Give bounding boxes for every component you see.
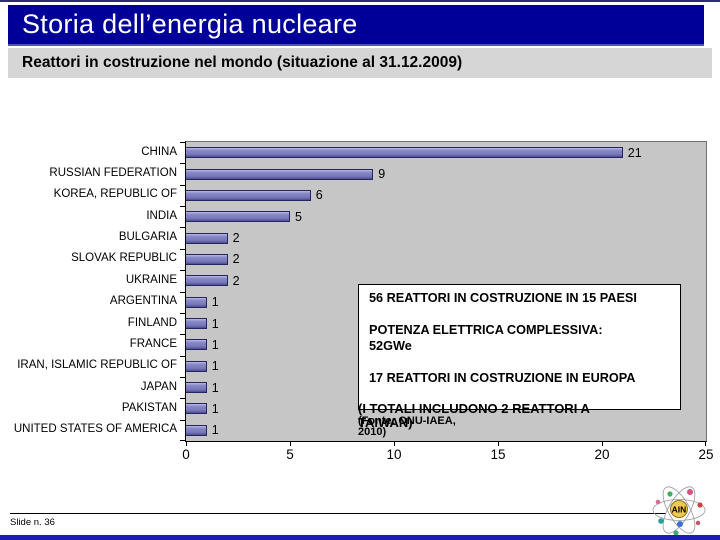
slide-title-bar: Storia dell’energia nucleare [8,5,704,46]
chart-category-labels: CHINA RUSSIAN FEDERATION KOREA, REPUBLIC O… [0,141,181,440]
slide-subtitle: Reattori in costruzione nel mondo (situa… [22,54,463,71]
y-axis-tick [180,355,185,357]
bar-value-label: 1 [211,337,219,352]
bar [186,275,228,287]
category-label: PAKISTAN [121,401,177,414]
category-label: UNITED STATES OF AMERICA [13,423,177,436]
category-label: KOREA, REPUBLIC OF [53,188,177,201]
summary-line [369,355,680,371]
y-axis-tick [180,291,185,293]
bottom-accent-bar [0,535,720,540]
logo-text: AIN [672,505,687,515]
footer-divider-line [10,513,666,514]
category-label: JAPAN [140,380,177,393]
y-axis-tick [180,227,185,229]
bar [186,211,290,223]
slide-title: Storia dell’energia nucleare [22,9,358,39]
bar-value-label: 2 [232,273,240,288]
bar-value-label: 1 [211,295,219,310]
summary-line: 56 REATTORI IN COSTRUZIONE IN 15 PAESI [369,291,637,305]
y-axis-tick [180,376,185,378]
bar [186,253,228,265]
summary-line: POTENZA ELETTRICA COMPLESSIVA: [369,323,603,337]
bar [186,147,623,159]
summary-line: 17 REATTORI IN COSTRUZIONE IN EUROPA [369,371,636,385]
bar [186,318,207,330]
bar [186,232,228,244]
bar [186,403,207,415]
bar-value-label: 9 [378,167,386,182]
y-axis-tick [180,334,185,336]
x-axis-tick [602,441,603,446]
summary-line: 52GWe [369,339,412,353]
bar-value-label: 1 [211,401,219,416]
x-axis-tick [290,441,291,446]
bar-value-label: 21 [627,145,642,160]
slide-subtitle-bar: Reattori in costruzione nel mondo (situa… [8,48,712,78]
y-axis-tick [180,398,185,400]
ain-atom-logo-icon: AIN [652,486,706,536]
slide-number: Slide n. 36 [10,517,55,528]
x-axis-tick [394,441,395,446]
y-axis-tick [180,440,185,441]
bar-value-label: 6 [315,188,323,203]
bar-value-label: 5 [295,209,302,224]
bar-value-label: 2 [232,252,240,267]
x-axis-tick-label: 25 [698,447,714,462]
source-note-text: (Fonte: ONU-IAEA, 2010) [358,415,456,438]
x-axis-tick-label: 20 [594,447,610,462]
x-axis-tick-label: 0 [182,447,190,462]
category-label: RUSSIAN FEDERATION [49,167,177,180]
bar-value-label: 1 [211,316,219,331]
x-axis-tick [705,441,706,446]
bar [186,296,207,308]
top-edge-line [0,0,720,2]
category-label: CHINA [141,145,177,158]
bar [186,424,207,436]
y-axis-tick [180,163,185,165]
summary-line [369,307,680,323]
category-label: IRAN, ISLAMIC REPUBLIC OF [17,359,177,372]
category-label: UKRAINE [125,273,177,286]
totals-note-text: (I TOTALI INCLUDONO 2 REATTORI A TAIWAN) [358,401,590,430]
x-axis-tick-label: 15 [490,447,506,462]
category-label: SLOVAK REPUBLIC [71,252,177,265]
y-axis-tick [180,270,185,272]
x-axis-tick [186,441,187,446]
x-axis-tick [498,441,499,446]
category-label: FRANCE [129,337,177,350]
y-axis-tick [180,142,185,143]
y-axis-tick [180,206,185,208]
y-axis-tick [180,184,185,186]
bar [186,339,207,351]
y-axis-tick [180,248,185,250]
bar-value-label: 2 [232,231,240,246]
category-label: BULGARIA [118,231,177,244]
bar-value-label: 1 [211,423,219,438]
y-axis-tick [180,312,185,314]
x-axis-tick-label: 10 [386,447,402,462]
bar-value-label: 1 [211,359,219,374]
category-label: INDIA [146,209,177,222]
summary-text-box: 56 REATTORI IN COSTRUZIONE IN 15 PAESI PO… [358,284,681,410]
bar-value-label: 1 [211,380,219,395]
x-axis-tick-label: 5 [286,447,294,462]
bar [186,189,311,201]
category-label: ARGENTINA [109,295,177,308]
bar [186,382,207,394]
bar [186,360,207,372]
bar [186,168,374,180]
category-label: FINLAND [127,316,177,329]
y-axis-tick [180,419,185,421]
